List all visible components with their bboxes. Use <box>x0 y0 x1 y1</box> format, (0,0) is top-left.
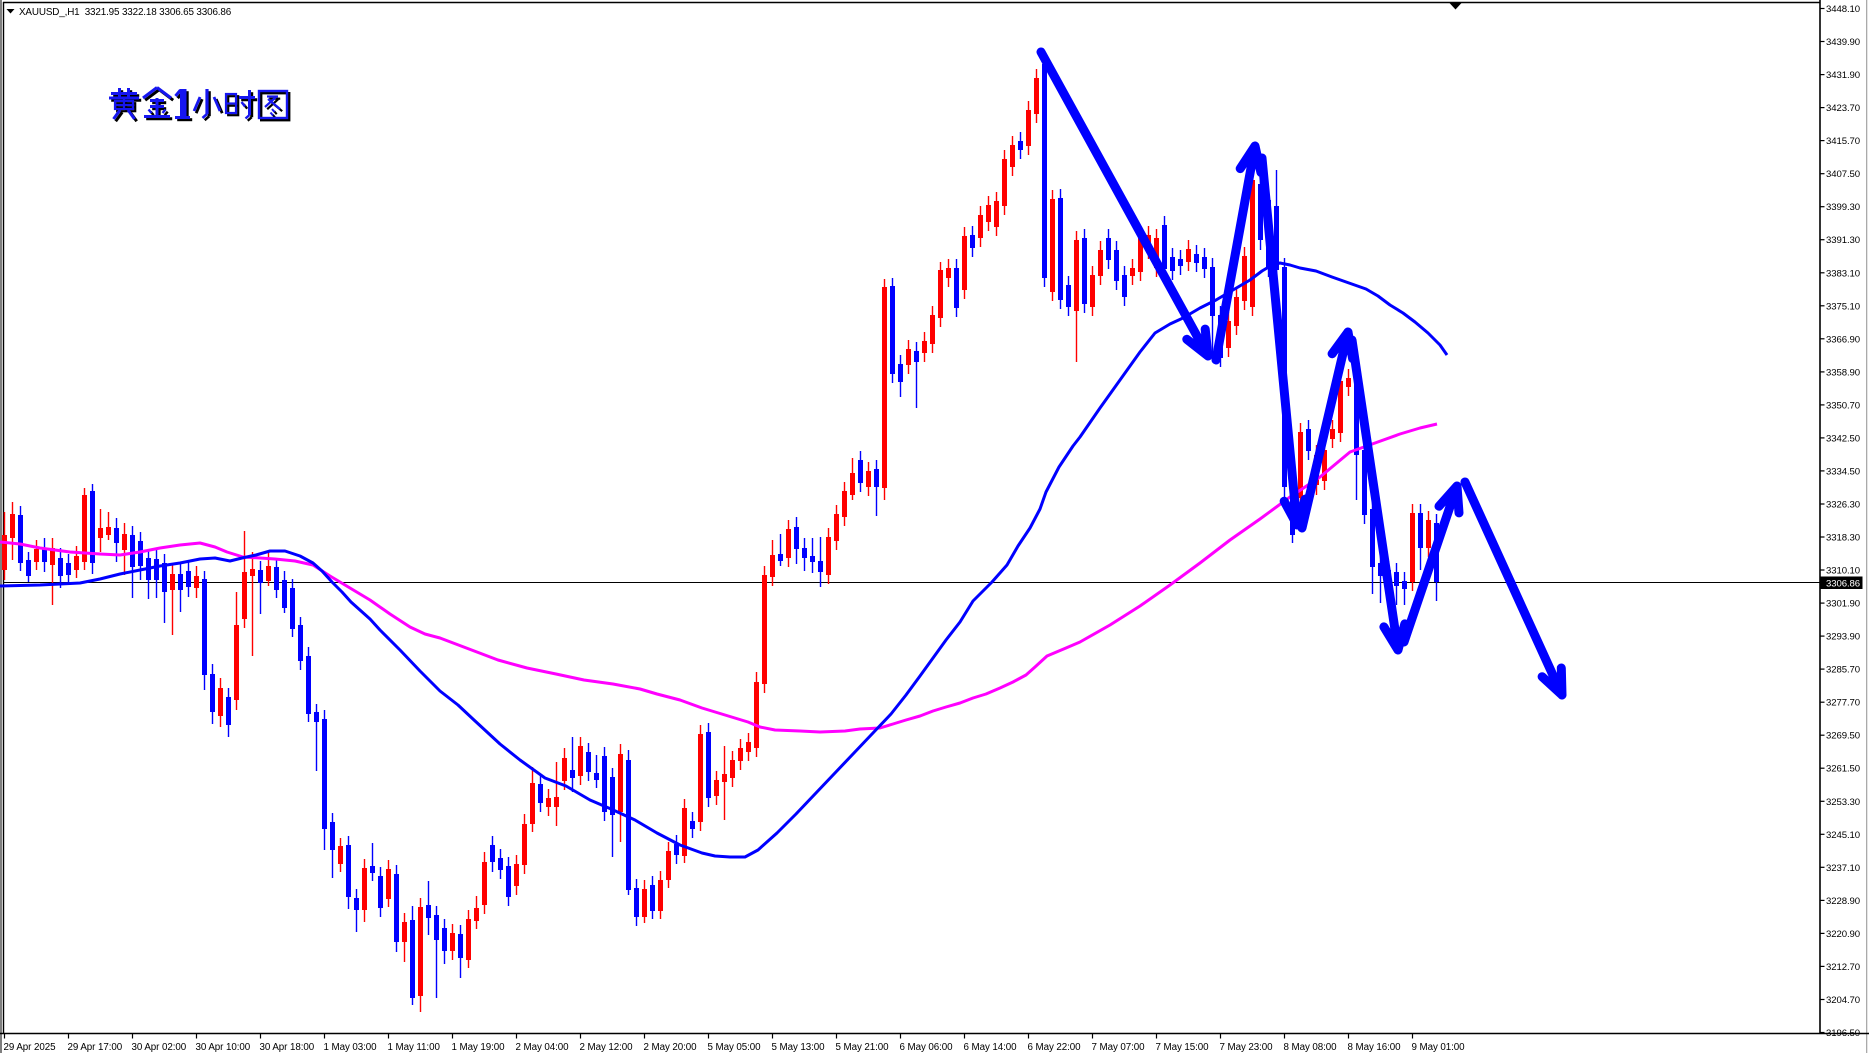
svg-text:7 May 15:00: 7 May 15:00 <box>1156 1042 1210 1053</box>
svg-text:30 Apr 02:00: 30 Apr 02:00 <box>132 1042 187 1053</box>
svg-text:7 May 23:00: 7 May 23:00 <box>1220 1042 1274 1053</box>
svg-text:3366.90: 3366.90 <box>1826 334 1860 345</box>
svg-text:29 Apr 2025: 29 Apr 2025 <box>4 1042 57 1053</box>
svg-text:3318.30: 3318.30 <box>1826 533 1860 544</box>
svg-text:6 May 06:00: 6 May 06:00 <box>900 1042 954 1053</box>
svg-text:3306.86: 3306.86 <box>1826 578 1860 589</box>
svg-text:3310.10: 3310.10 <box>1826 566 1860 577</box>
svg-text:3301.90: 3301.90 <box>1826 599 1860 610</box>
svg-text:30 Apr 10:00: 30 Apr 10:00 <box>196 1042 251 1053</box>
svg-text:29 Apr 17:00: 29 Apr 17:00 <box>68 1042 123 1053</box>
svg-text:3269.50: 3269.50 <box>1826 731 1860 742</box>
svg-text:3448.10: 3448.10 <box>1826 4 1860 15</box>
svg-text:9 May 01:00: 9 May 01:00 <box>1412 1042 1466 1053</box>
svg-text:3350.70: 3350.70 <box>1826 400 1860 411</box>
svg-text:3212.70: 3212.70 <box>1826 962 1860 973</box>
svg-text:3220.90: 3220.90 <box>1826 929 1860 940</box>
svg-text:XAUUSD_,H1 3321.95 3322.18 33: XAUUSD_,H1 3321.95 3322.18 3306.65 3306.… <box>19 7 232 18</box>
svg-text:6 May 14:00: 6 May 14:00 <box>964 1042 1018 1053</box>
svg-text:3423.70: 3423.70 <box>1826 103 1860 114</box>
svg-text:3204.70: 3204.70 <box>1826 995 1860 1006</box>
svg-text:6 May 22:00: 6 May 22:00 <box>1028 1042 1082 1053</box>
svg-text:7 May 07:00: 7 May 07:00 <box>1092 1042 1146 1053</box>
svg-text:3358.90: 3358.90 <box>1826 367 1860 378</box>
svg-text:3431.90: 3431.90 <box>1826 70 1860 81</box>
svg-text:3277.70: 3277.70 <box>1826 698 1860 709</box>
svg-text:3237.10: 3237.10 <box>1826 863 1860 874</box>
svg-text:3407.50: 3407.50 <box>1826 169 1860 180</box>
svg-text:5 May 05:00: 5 May 05:00 <box>708 1042 762 1053</box>
svg-text:3439.90: 3439.90 <box>1826 37 1860 48</box>
svg-text:3293.90: 3293.90 <box>1826 632 1860 643</box>
svg-text:3326.30: 3326.30 <box>1826 500 1860 511</box>
svg-text:3253.30: 3253.30 <box>1826 797 1860 808</box>
svg-text:2 May 20:00: 2 May 20:00 <box>644 1042 698 1053</box>
svg-text:8 May 08:00: 8 May 08:00 <box>1284 1042 1338 1053</box>
svg-text:8 May 16:00: 8 May 16:00 <box>1348 1042 1402 1053</box>
svg-text:3375.10: 3375.10 <box>1826 301 1860 312</box>
svg-text:3228.90: 3228.90 <box>1826 896 1860 907</box>
svg-text:3383.10: 3383.10 <box>1826 268 1860 279</box>
svg-text:3334.50: 3334.50 <box>1826 466 1860 477</box>
svg-text:30 Apr 18:00: 30 Apr 18:00 <box>260 1042 315 1053</box>
svg-text:2 May 04:00: 2 May 04:00 <box>516 1042 570 1053</box>
svg-text:3342.50: 3342.50 <box>1826 433 1860 444</box>
svg-text:3261.50: 3261.50 <box>1826 764 1860 775</box>
svg-text:3391.30: 3391.30 <box>1826 235 1860 246</box>
svg-text:3415.70: 3415.70 <box>1826 136 1860 147</box>
svg-text:5 May 21:00: 5 May 21:00 <box>836 1042 890 1053</box>
svg-text:3196.50: 3196.50 <box>1826 1028 1860 1039</box>
svg-text:2 May 12:00: 2 May 12:00 <box>580 1042 634 1053</box>
svg-text:1 May 11:00: 1 May 11:00 <box>388 1042 441 1053</box>
svg-text:5 May 13:00: 5 May 13:00 <box>772 1042 826 1053</box>
svg-text:3285.70: 3285.70 <box>1826 665 1860 676</box>
svg-text:3245.10: 3245.10 <box>1826 830 1860 841</box>
svg-text:3399.30: 3399.30 <box>1826 202 1860 213</box>
svg-text:1 May 03:00: 1 May 03:00 <box>324 1042 378 1053</box>
svg-text:1 May 19:00: 1 May 19:00 <box>452 1042 506 1053</box>
